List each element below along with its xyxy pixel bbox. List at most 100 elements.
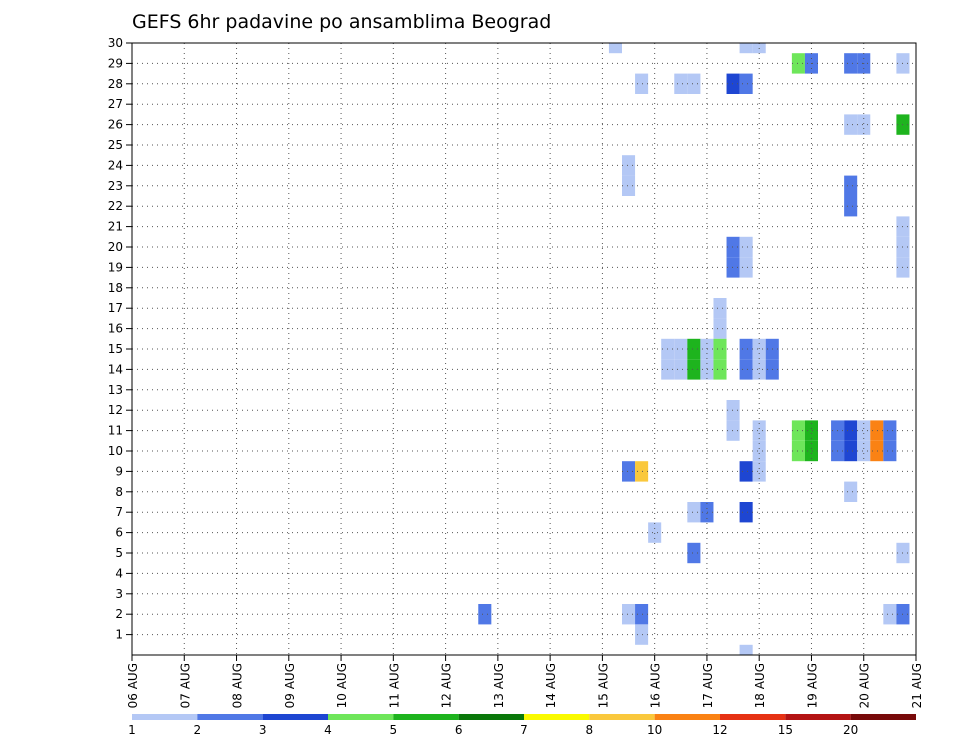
legend-label: 5 [390, 723, 398, 737]
y-tick-label: 11 [108, 424, 123, 438]
heatmap-cell [739, 236, 753, 258]
y-tick-label: 5 [115, 546, 123, 560]
x-tick-label: 13 AUG [492, 663, 506, 708]
legend-label: 6 [455, 723, 463, 737]
plot-frame [131, 42, 917, 656]
x-tick-label: 19 AUG [805, 663, 819, 708]
y-tick-label: 15 [108, 342, 123, 356]
y-tick-label: 16 [108, 322, 123, 336]
x-tick-label: 09 AUG [283, 663, 297, 708]
heatmap-cell [635, 461, 649, 482]
heatmap-cell [857, 420, 871, 441]
heatmap-cell [726, 236, 740, 258]
legend-label: 12 [712, 723, 727, 737]
legend-label: 7 [520, 723, 528, 737]
heatmap-cell [844, 481, 858, 502]
heatmap-cell [622, 155, 636, 176]
heatmap-cell [674, 73, 688, 94]
legend-swatch [197, 714, 263, 720]
legend-swatch [458, 714, 524, 720]
y-tick-label: 18 [108, 281, 123, 295]
y-tick-label: 6 [115, 526, 123, 540]
color-legend: 1 2 3 4 5 6 7 8 10 12 15 20 [128, 714, 916, 737]
y-tick-label: 12 [108, 403, 123, 417]
heatmap-cell [687, 359, 701, 380]
heatmap-cell [752, 420, 766, 441]
heatmap-cell [687, 502, 701, 523]
y-tick-label: 27 [108, 97, 123, 111]
heatmap-cell [635, 73, 649, 94]
y-tick-label: 22 [108, 199, 123, 213]
legend-swatch [589, 714, 655, 720]
x-tick-label: 06 AUG [126, 663, 140, 708]
heatmap-cell [791, 440, 805, 462]
heatmap-cell [844, 420, 858, 441]
x-tick-label: 11 AUG [387, 663, 401, 708]
heatmap-cell [804, 440, 818, 462]
heatmap-cell [739, 257, 753, 278]
heatmap-cell [726, 420, 740, 441]
x-tick-label: 12 AUG [440, 663, 454, 708]
heatmap-cell [687, 73, 701, 94]
y-tick-label: 25 [108, 138, 123, 152]
heatmap-cell [622, 604, 636, 625]
x-axis: 06 AUG 07 AUG 08 AUG 09 AUG 10 AUG 11 AUG 12 A… [126, 655, 924, 708]
legend-swatch [132, 714, 198, 720]
heatmap-cell [713, 318, 727, 339]
legend-label: 4 [324, 723, 332, 737]
y-tick-label: 4 [115, 566, 123, 580]
legend-label: 2 [194, 723, 202, 737]
legend-label: 3 [259, 723, 267, 737]
heatmap-cell [726, 400, 740, 421]
heatmap-cell [739, 644, 753, 655]
heatmap-cell [726, 257, 740, 278]
heatmap-cell [739, 338, 753, 360]
legend-swatch [654, 714, 720, 720]
heatmap-cell [726, 73, 740, 94]
y-tick-label: 20 [108, 240, 123, 254]
x-tick-label: 20 AUG [858, 663, 872, 708]
heatmap-cell [478, 604, 492, 625]
heatmap-cell [752, 359, 766, 380]
heatmap-cell [700, 502, 714, 523]
legend-swatch [262, 714, 328, 720]
heatmap-cell [791, 420, 805, 441]
y-tick-label: 30 [108, 36, 123, 50]
grid-layer [132, 42, 916, 655]
legend-label: 10 [647, 723, 662, 737]
legend-label: 8 [586, 723, 594, 737]
heatmap-cell [857, 114, 871, 135]
y-tick-label: 17 [108, 301, 123, 315]
heatmap-cell [739, 43, 753, 54]
heatmap-cell [635, 624, 649, 645]
heatmap-cell [739, 461, 753, 482]
y-tick-label: 2 [115, 607, 123, 621]
heatmap-cell [870, 420, 884, 441]
heatmap-cell [844, 53, 858, 74]
heatmap-cell [635, 604, 649, 625]
y-tick-label: 24 [108, 158, 123, 172]
legend-label: 1 [128, 723, 136, 737]
y-tick-label: 3 [115, 587, 123, 601]
y-tick-label: 19 [108, 260, 123, 274]
heatmap-cell [739, 359, 753, 380]
cells-layer [478, 43, 910, 655]
chart-title: GEFS 6hr padavine po ansamblima Beograd [132, 11, 551, 33]
heatmap-cell [844, 196, 858, 217]
heatmap-cell [674, 359, 688, 380]
y-tick-label: 9 [115, 464, 123, 478]
legend-swatch [393, 714, 459, 720]
heatmap-cell [752, 440, 766, 462]
legend-swatch [720, 714, 786, 720]
y-tick-label: 10 [108, 444, 123, 458]
x-tick-label: 16 AUG [649, 663, 663, 708]
heatmap-cell [844, 114, 858, 135]
heatmap-cell [804, 420, 818, 441]
heatmap-cell [870, 440, 884, 462]
legend-swatch [524, 714, 590, 720]
y-tick-label: 23 [108, 179, 123, 193]
heatmap-cell [713, 298, 727, 319]
heatmap-cell [622, 175, 636, 196]
y-tick-label: 14 [108, 362, 123, 376]
